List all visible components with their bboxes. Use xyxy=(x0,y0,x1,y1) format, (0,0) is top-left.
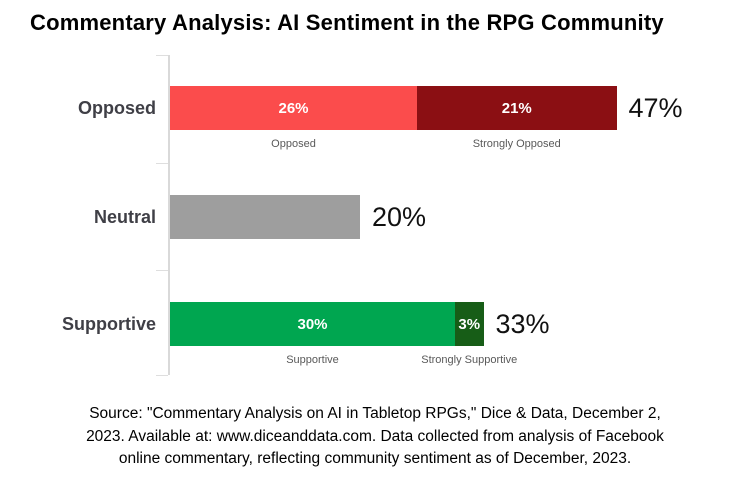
bar-segment-strongly-supportive: 3% xyxy=(455,302,484,346)
source-note: Source: "Commentary Analysis on AI in Ta… xyxy=(0,403,750,471)
segment-value-label: 26% xyxy=(278,99,309,117)
category-label-supportive: Supportive xyxy=(61,313,156,334)
total-value-label-neutral: 20% xyxy=(372,201,427,232)
y-axis-line xyxy=(168,55,170,375)
chart-title: Commentary Analysis: AI Sentiment in the… xyxy=(30,10,664,35)
category-label-neutral: Neutral xyxy=(93,206,156,227)
bar-segment-strongly-opposed: 21% xyxy=(417,86,617,130)
total-value-label-opposed: 47% xyxy=(628,92,683,123)
segment-value-label: 21% xyxy=(501,99,532,117)
y-axis-tick-0 xyxy=(156,55,168,56)
bar-segment-neutral xyxy=(170,195,360,239)
total-value-label-supportive: 33% xyxy=(495,308,550,339)
y-axis-tick-3 xyxy=(156,375,168,376)
segment-value-label: 30% xyxy=(297,315,328,333)
bar-segment-opposed: 26% xyxy=(170,86,417,130)
segment-sublabel-supportive: Supportive xyxy=(286,354,339,366)
source-note-line-3: online commentary, reflecting community … xyxy=(118,450,632,467)
segment-value-label: 3% xyxy=(458,315,481,333)
category-label-opposed: Opposed xyxy=(77,97,156,118)
segment-sublabel-opposed: Opposed xyxy=(271,138,316,150)
segment-sublabel-strongly-opposed: Strongly Opposed xyxy=(472,138,561,150)
y-axis-tick-2 xyxy=(156,270,168,271)
bar-segment-supportive: 30% xyxy=(170,302,455,346)
source-note-line-1: Source: "Commentary Analysis on AI in Ta… xyxy=(89,405,661,422)
y-axis-tick-1 xyxy=(156,163,168,164)
source-note-line-2: 2023. Available at: www.diceanddata.com.… xyxy=(86,427,664,445)
segment-sublabel-strongly-supportive: Strongly Supportive xyxy=(421,354,518,366)
